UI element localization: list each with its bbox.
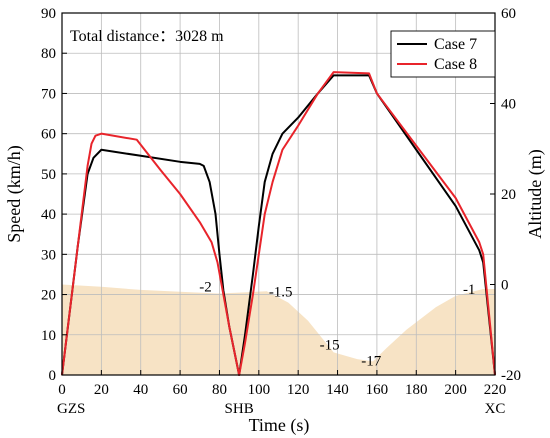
y-right-tick-label: -20 (501, 368, 521, 384)
altitude-label: -1.5 (269, 284, 293, 300)
station-label-shb: SHB (225, 401, 254, 417)
series-line-case-8 (61, 71, 496, 376)
x-tick-label: 0 (58, 382, 66, 398)
altitude-label: -15 (320, 337, 340, 353)
y-axis-left-label: Speed (km/h) (4, 145, 25, 242)
station-label-gzs: GZS (57, 401, 85, 417)
y-right-tick-label: 40 (501, 97, 516, 113)
altitude-area-layer (62, 284, 495, 375)
series-lines (61, 71, 496, 376)
y-right-tick-label: 0 (501, 278, 509, 294)
y-left-tick-label: 10 (41, 328, 56, 344)
x-tick-label: 40 (133, 382, 148, 398)
x-tick-label: 200 (444, 382, 467, 398)
y-left-tick-label: 60 (41, 127, 56, 143)
y-right-tick-label: 20 (501, 187, 516, 203)
total-distance-annotation: Total distance：3028 m (70, 28, 224, 45)
y-right-tick-label: 60 (501, 6, 516, 22)
x-axis-label: Time (s) (249, 415, 310, 436)
y-left-tick-label: 50 (41, 167, 56, 183)
y-axis-right-label: Altitude (m) (525, 149, 546, 238)
x-tick-label: 20 (94, 382, 109, 398)
altitude-annotations: -2 -1.5 -15 -17 -1 (199, 280, 475, 370)
x-tick-label: 180 (405, 382, 428, 398)
legend: Case 7 Case 8 (390, 30, 496, 78)
x-tick-label: 220 (484, 382, 507, 398)
altitude-label: -1 (463, 282, 476, 298)
y-left-tick-label: 20 (41, 288, 56, 304)
altitude-area (62, 284, 495, 375)
station-label-xc: XC (485, 401, 506, 417)
legend-label-case-7: Case 7 (434, 36, 477, 53)
x-tick-label: 60 (173, 382, 188, 398)
x-tick-label: 140 (326, 382, 349, 398)
y-left-tick-label: 90 (41, 6, 56, 22)
y-left-tick-label: 40 (41, 207, 56, 223)
altitude-label: -17 (361, 353, 381, 369)
x-tick-label: 120 (287, 382, 310, 398)
x-tick-label: 80 (212, 382, 227, 398)
x-tick-label: 160 (366, 382, 389, 398)
altitude-label: -2 (199, 280, 212, 296)
legend-box (390, 30, 496, 78)
legend-label-case-8: Case 8 (434, 56, 477, 73)
y-left-tick-label: 0 (49, 368, 57, 384)
y-left-tick-label: 30 (41, 247, 56, 263)
y-left-tick-label: 70 (41, 86, 56, 102)
y-left-tick-label: 80 (41, 46, 56, 62)
x-tick-label: 100 (248, 382, 271, 398)
axis-ticks: 0 20 40 60 80 100 120 140 160 180 200 2200102030405… (41, 6, 521, 417)
